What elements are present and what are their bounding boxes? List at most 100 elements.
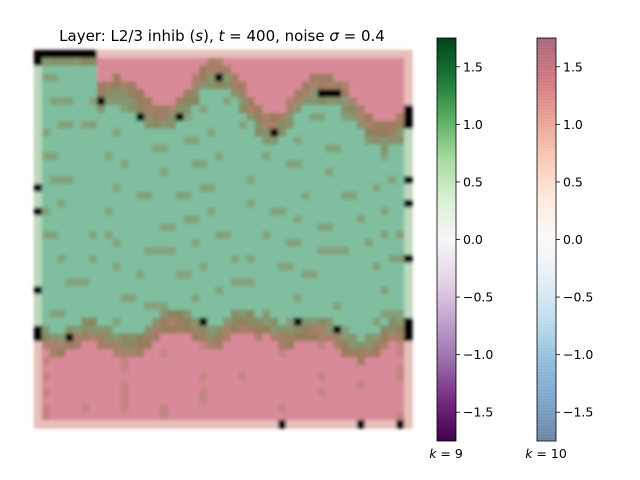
heatmap-cell: [136, 183, 145, 193]
heatmap-cell: [372, 50, 382, 59]
heatmap-cell: [325, 388, 334, 398]
heatmap-cell: [112, 97, 122, 106]
heatmap-cell: [286, 254, 295, 264]
heatmap-cell: [333, 333, 342, 342]
heatmap-cell: [128, 333, 137, 342]
heatmap-cell: [301, 270, 311, 279]
heatmap-cell: [349, 176, 358, 185]
heatmap-cell: [120, 286, 130, 295]
heatmap-cell: [152, 349, 161, 358]
heatmap-cell: [356, 270, 366, 279]
heatmap-cell: [175, 223, 185, 232]
heatmap-cell: [278, 176, 287, 185]
heatmap-cell: [380, 349, 389, 358]
heatmap-cell: [81, 152, 90, 161]
heatmap-cell: [215, 160, 224, 169]
heatmap-cell: [309, 97, 319, 106]
heatmap-cell: [73, 97, 82, 106]
heatmap-cell: [120, 309, 130, 319]
heatmap-cell: [128, 144, 137, 153]
heatmap-cell: [81, 270, 90, 279]
heatmap-cell: [81, 231, 90, 240]
heatmap-cell: [364, 128, 374, 138]
heatmap-cell: [309, 120, 319, 130]
heatmap-cell: [262, 113, 271, 122]
heatmap-cell: [317, 388, 326, 398]
heatmap-cell: [230, 420, 240, 429]
heatmap-cell: [120, 89, 130, 98]
heatmap-cell: [97, 113, 106, 122]
heatmap-cell: [254, 136, 263, 146]
heatmap-cell: [120, 254, 130, 264]
heatmap-cell: [396, 120, 405, 130]
colorbar-tick-label: 1.0: [563, 117, 583, 132]
heatmap-cell: [293, 412, 303, 421]
heatmap-cell: [364, 270, 374, 279]
heatmap-cell: [128, 113, 137, 122]
heatmap-cell: [112, 294, 122, 303]
heatmap-cell: [81, 380, 90, 390]
heatmap-cell: [270, 152, 279, 161]
heatmap-cell: [73, 246, 82, 256]
heatmap-cell: [215, 254, 224, 264]
heatmap-cell: [223, 239, 232, 248]
heatmap-cell: [152, 128, 161, 138]
heatmap-cell: [333, 380, 342, 390]
heatmap-cell: [34, 152, 43, 161]
heatmap-cell: [160, 349, 169, 358]
heatmap-cell: [89, 215, 98, 224]
heatmap-cell: [160, 128, 169, 138]
heatmap-cell: [191, 144, 200, 153]
heatmap-cell: [34, 341, 43, 350]
heatmap-cell: [230, 254, 240, 264]
heatmap-cell: [144, 50, 153, 59]
colorbar-k10-stripes: [537, 37, 556, 441]
heatmap-cell: [89, 341, 98, 350]
heatmap-cell: [380, 223, 389, 232]
heatmap-cell: [388, 97, 397, 106]
heatmap-cell: [89, 372, 98, 382]
heatmap-cell: [41, 349, 51, 358]
heatmap-cell: [112, 309, 122, 319]
heatmap-cell: [396, 57, 405, 67]
heatmap-cell: [199, 168, 208, 177]
heatmap-cell: [89, 396, 98, 405]
heatmap-cell: [278, 65, 287, 75]
heatmap-cell: [341, 254, 350, 264]
heatmap-cell: [309, 160, 319, 169]
heatmap-cell: [191, 302, 200, 311]
heatmap-cell: [246, 325, 256, 335]
heatmap-cell: [230, 136, 240, 146]
heatmap-cell: [270, 365, 279, 374]
heatmap-cell: [57, 57, 67, 67]
heatmap-cell: [112, 168, 122, 177]
heatmap-cell: [254, 81, 263, 90]
heatmap-cell: [364, 309, 374, 319]
heatmap-cell: [97, 105, 106, 114]
heatmap-cell: [356, 388, 366, 398]
heatmap-cell: [207, 404, 216, 413]
heatmap-cell: [128, 97, 137, 106]
heatmap-cell: [128, 372, 137, 382]
heatmap-cell: [73, 278, 82, 287]
heatmap-cell: [49, 365, 59, 374]
heatmap-cell: [230, 396, 240, 405]
heatmap-cell: [104, 183, 114, 193]
heatmap-cell: [230, 128, 240, 138]
heatmap-cell: [207, 317, 216, 327]
heatmap-cell: [238, 309, 248, 319]
heatmap-cell: [183, 183, 193, 193]
heatmap-cell: [301, 357, 311, 366]
heatmap-cell: [73, 113, 82, 122]
heatmap-cell: [199, 317, 208, 327]
heatmap-cell: [183, 239, 193, 248]
heatmap-cell: [144, 136, 153, 146]
heatmap-cell: [34, 388, 43, 398]
heatmap-cell: [73, 286, 82, 295]
heatmap-cell: [404, 120, 413, 130]
heatmap-cell: [325, 246, 334, 256]
heatmap-cell: [104, 302, 114, 311]
heatmap-cell: [309, 278, 319, 287]
heatmap-cell: [152, 207, 161, 216]
heatmap-cell: [325, 128, 334, 138]
